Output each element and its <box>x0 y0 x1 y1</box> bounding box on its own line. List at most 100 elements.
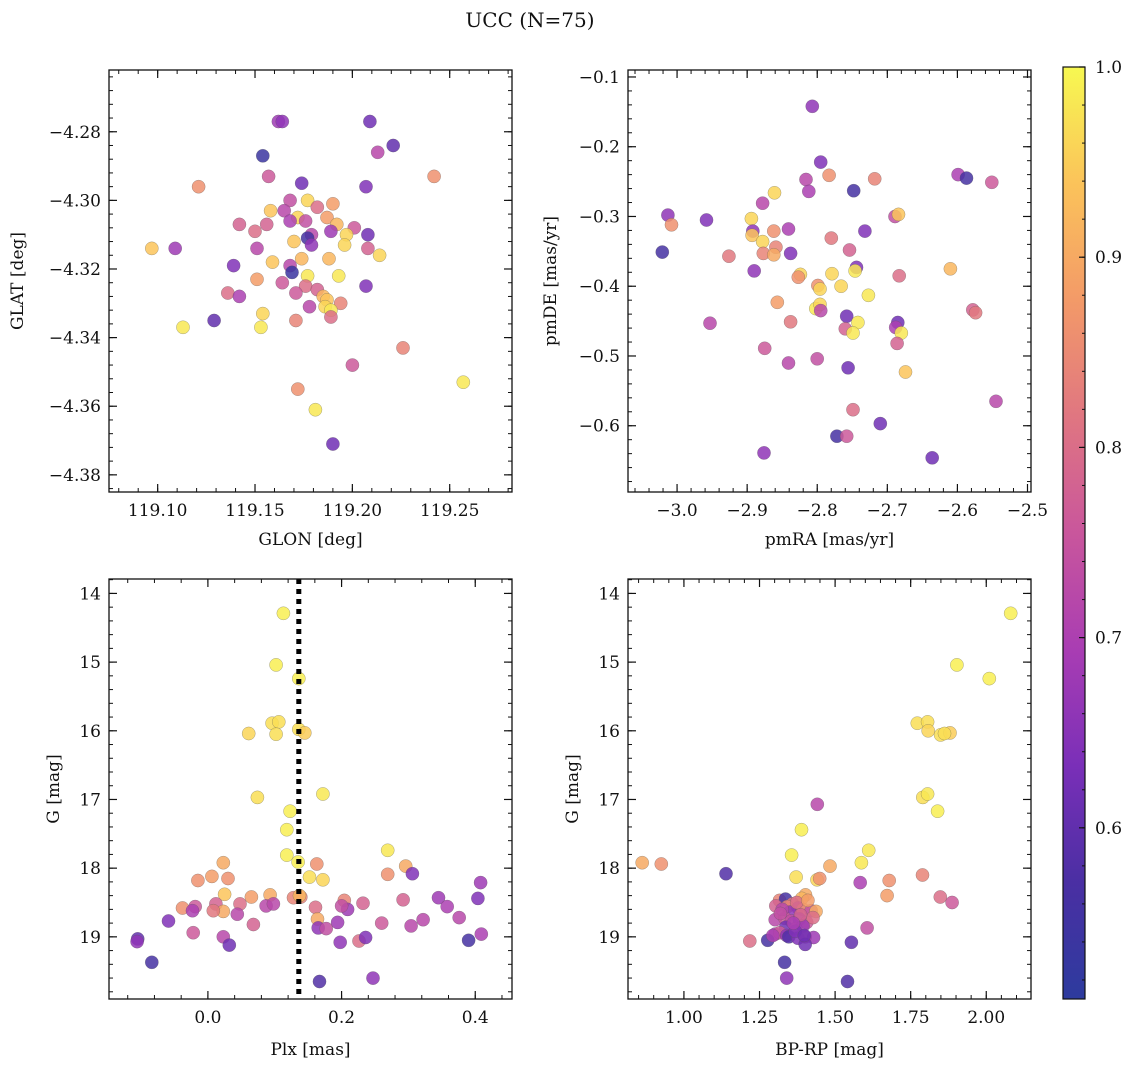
plx-g-point <box>316 787 330 801</box>
glon-glat-point <box>308 402 323 417</box>
glon-glat-point <box>370 145 385 160</box>
glon-glat-point <box>359 279 373 293</box>
pmra-pmde-point <box>867 171 882 186</box>
glon-glat-point <box>275 114 290 129</box>
plx-g-ticks: 0.0 0.2 0.4 14 15 16 17 18 19 <box>79 579 512 1028</box>
pmra-pmde-ytick-label: −0.2 <box>579 138 620 158</box>
glon-glat-point <box>255 306 270 321</box>
pmra-pmde-points <box>655 99 1003 465</box>
bprp-g-point <box>801 893 815 908</box>
plx-g-point <box>161 914 176 928</box>
plx-g-point <box>334 899 349 913</box>
pmra-pmde-point <box>873 416 888 431</box>
glon-glat-point <box>363 114 377 129</box>
bprp-g-point <box>840 974 855 989</box>
glon-glat-ticks: 119.10 119.15 119.20 119.25 −4.28 −4.30 −4.32 −… <box>49 70 512 521</box>
bprp-g-point <box>930 804 945 819</box>
glon-glat-point <box>326 437 340 451</box>
glon-glat-point <box>226 258 241 273</box>
pmra-pmde-point <box>699 213 714 227</box>
plx-g-point <box>431 890 446 905</box>
pmra-pmde-point <box>767 185 782 200</box>
plx-g-point <box>266 897 281 911</box>
pmra-pmde-point <box>664 217 679 232</box>
glon-glat-ytick-label: −4.28 <box>49 123 101 143</box>
pmra-pmde-xtick-label: −2.6 <box>937 501 978 521</box>
plx-g-point <box>312 974 327 989</box>
glon-glat-point <box>322 251 336 266</box>
colorbar-ticks: 0.6 0.7 0.8 0.9 1.0 <box>1079 58 1122 981</box>
bprp-g-ytick-label: 14 <box>598 584 620 604</box>
pmra-pmde-ticks: −3.0 −2.9 −2.8 −2.7 −2.6 −2.5 −0.1 −0.2 −0.3 −0.4… <box>579 68 1048 521</box>
plx-g-point <box>246 917 261 932</box>
bprp-g-point <box>797 928 812 943</box>
bprp-g-point <box>810 797 825 812</box>
plx-g-point <box>405 866 420 881</box>
plx-g-ytick-label: 14 <box>79 584 101 604</box>
glon-glat-xtick-label: 119.25 <box>420 501 479 521</box>
bprp-g-point <box>635 855 650 870</box>
colorbar-tick-label: 0.6 <box>1095 819 1122 839</box>
plx-g-ytick-label: 18 <box>79 859 101 879</box>
colorbar-gradient <box>1062 66 1086 1000</box>
bprp-g-xlabel: BP-RP [mag] <box>775 1040 884 1060</box>
plx-g-point <box>474 927 489 941</box>
plx-g-point <box>276 606 291 621</box>
colorbar: 0.6 0.7 0.8 0.9 1.0 <box>1062 58 1122 1000</box>
bprp-g-point <box>779 971 794 985</box>
plx-g-point <box>206 903 221 918</box>
glon-glat-point <box>294 251 309 266</box>
bprp-g-points <box>635 606 1018 989</box>
plx-g-point <box>330 915 345 930</box>
glon-glat-point <box>248 224 262 239</box>
glon-glat-point <box>337 238 352 252</box>
glon-glat-xtick-label: 119.10 <box>128 501 187 521</box>
bprp-g-point <box>921 723 936 738</box>
glon-glat-point <box>259 217 274 232</box>
glon-glat-ytick-label: −4.34 <box>49 329 101 349</box>
glon-glat-point <box>207 313 221 328</box>
pmra-pmde-point <box>846 183 861 198</box>
glon-glat-points <box>144 114 471 451</box>
plx-g-point <box>440 899 455 914</box>
glon-glat-point <box>285 265 299 280</box>
plx-g-point <box>222 938 237 952</box>
glon-glat-point <box>386 138 401 153</box>
pmra-pmde-point <box>722 249 736 264</box>
glon-glat-point <box>294 176 309 191</box>
pmra-pmde-point <box>841 360 855 375</box>
pmra-pmde-point <box>703 316 717 331</box>
glon-glat-point <box>232 289 247 304</box>
plx-g-point <box>279 848 294 862</box>
pmra-pmde-point <box>655 245 670 259</box>
glon-glat-point <box>345 358 360 372</box>
glon-glat-point <box>361 227 375 242</box>
plx-g-point <box>471 891 485 906</box>
plx-g-point <box>333 935 348 950</box>
bprp-g-point <box>1003 606 1018 621</box>
glon-glat-ytick-label: −4.32 <box>49 260 101 280</box>
bprp-g-point <box>719 866 733 881</box>
bprp-g-ytick-label: 17 <box>598 790 620 810</box>
bprp-g-xtick-label: 2.00 <box>967 1008 1005 1028</box>
plx-g-ytick-label: 15 <box>79 653 101 673</box>
plx-g-point <box>191 873 205 888</box>
plx-g-point <box>366 971 380 985</box>
pmra-pmde-point <box>984 175 999 190</box>
bprp-g-ytick-label: 18 <box>598 859 620 879</box>
pmra-pmde-point <box>757 341 772 356</box>
plx-g-xtick-label: 0.4 <box>462 1008 489 1028</box>
pmra-pmde-point <box>770 295 785 310</box>
glon-glat-point <box>333 296 348 311</box>
bprp-g-xtick-label: 1.50 <box>816 1008 854 1028</box>
figure-title: UCC (N=75) <box>465 8 594 32</box>
pmra-pmde-point <box>968 305 983 320</box>
panel-bprp-g: 1.00 1.25 1.50 1.75 2.00 14 15 16 17 18 19 BP-RP [… <box>563 578 1032 1060</box>
glon-glat-point <box>250 241 264 256</box>
pmra-pmde-point <box>805 99 820 114</box>
plx-g-point <box>216 855 231 870</box>
plx-g-ytick-label: 16 <box>79 722 101 742</box>
glon-glat-xtick-label: 119.20 <box>323 501 382 521</box>
glon-glat-point <box>275 275 290 290</box>
